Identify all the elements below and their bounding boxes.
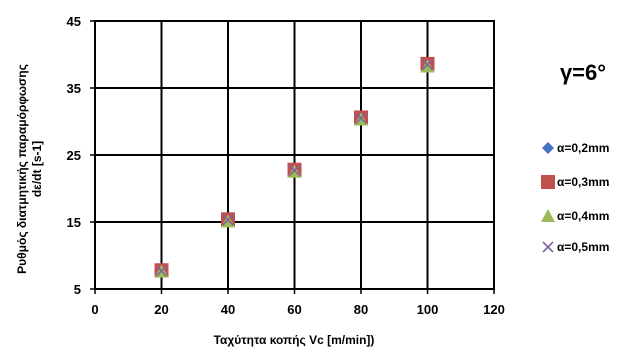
data-point [155, 265, 168, 277]
legend-item: α=0,3mm [541, 175, 609, 189]
legend-label: α=0,2mm [557, 141, 609, 155]
data-point [421, 58, 434, 71]
x-tick-label: 80 [354, 302, 368, 317]
y-tick-label: 35 [67, 81, 81, 96]
legend-label: α=0,3mm [557, 175, 609, 189]
data-point [355, 112, 367, 124]
y-tick-label: 25 [67, 148, 81, 163]
legend-marker [542, 241, 554, 253]
x-tick-label: 120 [483, 302, 505, 317]
legend-marker [541, 209, 555, 222]
y-tick-label: 45 [67, 14, 81, 29]
x-axis-title: Ταχύτητα κοπής Vc [m/min]) [214, 333, 375, 347]
y-axis-title-line2: dε/dt [s-1] [30, 141, 44, 197]
data-point [420, 59, 435, 73]
legend-item: α=0,2mm [542, 141, 609, 155]
annotation-gamma: γ=6° [560, 60, 606, 85]
legend-marker [542, 142, 554, 154]
y-tick-label: 5 [74, 282, 81, 297]
y-axis-title: Ρυθμός διατμητικής παραμόρφωσης dε/dt [s… [15, 64, 44, 274]
legend-label: α=0,4mm [557, 209, 609, 223]
x-tick-label: 60 [287, 302, 301, 317]
legend: α=0,2mm α=0,3mm α=0,4mm α=0,5mm [541, 141, 609, 254]
x-tick-label: 40 [221, 302, 235, 317]
data-point [288, 164, 301, 176]
data-point [222, 214, 234, 226]
x-tick-label: 20 [154, 302, 168, 317]
y-tick-label: 15 [67, 215, 81, 230]
legend-marker [541, 175, 555, 189]
legend-item: α=0,4mm [541, 209, 609, 223]
legend-label: α=0,5mm [557, 240, 609, 254]
x-tick-label: 0 [91, 302, 98, 317]
data-points [154, 56, 435, 278]
x-tick-label: 100 [417, 302, 439, 317]
legend-item: α=0,5mm [542, 240, 609, 254]
y-axis-title-line1: Ρυθμός διατμητικής παραμόρφωσης [15, 64, 29, 274]
tick-labels: 0 20 40 60 80 100 120 5 15 25 35 45 [67, 14, 505, 317]
